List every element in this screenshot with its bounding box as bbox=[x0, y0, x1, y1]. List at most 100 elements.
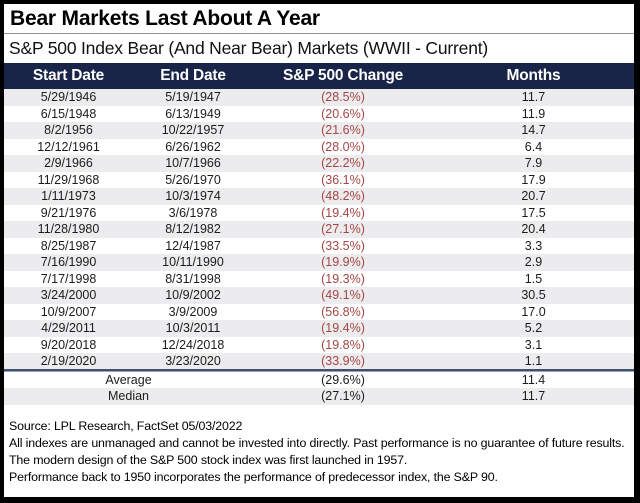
table-row: 6/15/1948 6/13/1949 (20.6%) 11.9 bbox=[4, 106, 634, 123]
months-cell: 30.5 bbox=[521, 288, 546, 303]
end-date-cell: 8/31/1998 bbox=[165, 271, 221, 286]
end-date-cell: 10/3/2011 bbox=[165, 321, 221, 336]
end-date-cell: 10/22/1957 bbox=[161, 123, 225, 138]
start-date-cell: 12/12/1961 bbox=[37, 139, 100, 154]
summary-separator bbox=[4, 368, 634, 372]
end-date-cell: 5/19/1947 bbox=[165, 90, 221, 105]
sp500-change-cell: (33.9%) bbox=[321, 353, 365, 368]
end-date-cell: 6/26/1962 bbox=[165, 139, 221, 154]
title-divider bbox=[4, 33, 634, 34]
start-date-cell: 2/19/2020 bbox=[40, 353, 97, 368]
sp500-change-cell: (36.1%) bbox=[321, 172, 365, 187]
table-row: 11/28/1980 8/12/1982 (27.1%) 20.4 bbox=[4, 221, 634, 238]
source-line: Source: LPL Research, FactSet 05/03/2022 bbox=[9, 418, 243, 433]
table-body: 5/29/1946 5/19/1947 (28.5%) 11.7 6/15/19… bbox=[4, 89, 634, 370]
column-header-months: Months bbox=[433, 63, 634, 89]
table-row: 8/2/1956 10/22/1957 (21.6%) 14.7 bbox=[4, 122, 634, 139]
sp500-change-cell: (19.4%) bbox=[321, 205, 365, 220]
end-date-cell: 5/26/1970 bbox=[165, 172, 221, 187]
months-cell: 2.9 bbox=[524, 255, 543, 270]
median-change-cell: (27.1%) bbox=[321, 389, 365, 404]
months-cell: 3.1 bbox=[524, 337, 543, 352]
bear-markets-table: Start Date End Date S&P 500 Change Month… bbox=[4, 63, 634, 405]
end-date-cell: 10/11/1990 bbox=[162, 255, 224, 270]
column-header-sp500-change: S&P 500 Change bbox=[253, 63, 433, 89]
months-cell: 11.9 bbox=[521, 106, 546, 121]
table-row: 11/29/1968 5/26/1970 (36.1%) 17.9 bbox=[4, 172, 634, 189]
months-cell: 6.4 bbox=[524, 139, 543, 154]
months-cell: 20.7 bbox=[521, 189, 546, 204]
disclaimer-line: All indexes are unmanaged and cannot be … bbox=[9, 435, 625, 450]
start-date-cell: 4/29/2011 bbox=[41, 321, 96, 336]
median-label: Median bbox=[108, 389, 149, 404]
sp500-change-cell: (27.1%) bbox=[321, 222, 365, 237]
average-months-cell: 11.4 bbox=[521, 373, 546, 387]
average-label: Average bbox=[105, 373, 152, 387]
months-cell: 7.9 bbox=[524, 156, 543, 171]
months-cell: 17.9 bbox=[521, 172, 546, 187]
table-row: 1/11/1973 10/3/1974 (48.2%) 20.7 bbox=[4, 188, 634, 205]
start-date-cell: 2/9/1966 bbox=[44, 156, 93, 171]
footer: Source: LPL Research, FactSet 05/03/2022… bbox=[4, 418, 634, 486]
sp500-change-cell: (21.6%) bbox=[321, 123, 365, 138]
start-date-cell: 8/2/1956 bbox=[44, 123, 93, 138]
sp500-change-cell: (19.9%) bbox=[321, 255, 365, 270]
page-title: Bear Markets Last About A Year bbox=[10, 7, 320, 30]
start-date-cell: 1/11/1973 bbox=[41, 189, 96, 204]
start-date-cell: 10/9/2007 bbox=[40, 304, 97, 319]
months-cell: 17.5 bbox=[521, 205, 546, 220]
months-cell: 5.2 bbox=[524, 321, 543, 336]
start-date-cell: 11/28/1980 bbox=[37, 222, 100, 237]
footnote-line-1957: The modern design of the S&P 500 stock i… bbox=[9, 452, 408, 467]
column-header-end-date: End Date bbox=[133, 63, 253, 89]
start-date-cell: 9/20/2018 bbox=[40, 337, 97, 352]
start-date-cell: 5/29/1946 bbox=[40, 90, 97, 105]
start-date-cell: 6/15/1948 bbox=[40, 106, 97, 121]
end-date-cell: 6/13/1949 bbox=[165, 106, 221, 121]
table-row: 5/29/1946 5/19/1947 (28.5%) 11.7 bbox=[4, 89, 634, 106]
table-row: 8/25/1987 12/4/1987 (33.5%) 3.3 bbox=[4, 238, 634, 255]
table-header: Start Date End Date S&P 500 Change Month… bbox=[4, 63, 634, 89]
table-row: 12/12/1961 6/26/1962 (28.0%) 6.4 bbox=[4, 139, 634, 156]
sp500-change-cell: (28.5%) bbox=[321, 90, 365, 105]
sp500-change-cell: (20.6%) bbox=[321, 106, 365, 121]
table-row: 7/17/1998 8/31/1998 (19.3%) 1.5 bbox=[4, 271, 634, 288]
table-summary: Average (29.6%) 11.4 Median (27.1%) 11.7 bbox=[4, 368, 634, 405]
months-cell: 3.3 bbox=[524, 238, 543, 253]
table-row: 2/19/2020 3/23/2020 (33.9%) 1.1 bbox=[4, 353, 634, 370]
sp500-change-cell: (49.1%) bbox=[321, 288, 365, 303]
median-row: Median (27.1%) 11.7 bbox=[4, 388, 634, 405]
end-date-cell: 3/6/1978 bbox=[168, 205, 218, 220]
end-date-cell: 10/7/1966 bbox=[165, 156, 221, 171]
start-date-cell: 8/25/1987 bbox=[40, 238, 97, 253]
table-row: 9/21/1976 3/6/1978 (19.4%) 17.5 bbox=[4, 205, 634, 222]
end-date-cell: 10/9/2002 bbox=[165, 288, 221, 303]
sp500-change-cell: (56.8%) bbox=[321, 304, 365, 319]
start-date-cell: 11/29/1968 bbox=[37, 172, 100, 187]
footnote-line-sp90: Performance back to 1950 incorporates th… bbox=[9, 469, 498, 484]
table-row: 7/16/1990 10/11/1990 (19.9%) 2.9 bbox=[4, 254, 634, 271]
end-date-cell: 12/4/1987 bbox=[165, 238, 221, 253]
table-row: 9/20/2018 12/24/2018 (19.8%) 3.1 bbox=[4, 337, 634, 354]
column-header-start-date: Start Date bbox=[4, 63, 133, 89]
sp500-change-cell: (19.3%) bbox=[321, 271, 365, 286]
start-date-cell: 9/21/1976 bbox=[40, 205, 97, 220]
sp500-change-cell: (48.2%) bbox=[321, 189, 365, 204]
start-date-cell: 7/16/1990 bbox=[40, 255, 97, 270]
chart-subtitle: S&P 500 Index Bear (And Near Bear) Marke… bbox=[9, 38, 489, 58]
header-row: Start Date End Date S&P 500 Change Month… bbox=[4, 63, 634, 89]
average-change-cell: (29.6%) bbox=[321, 373, 365, 387]
months-cell: 14.7 bbox=[521, 123, 546, 138]
months-cell: 17.0 bbox=[521, 304, 546, 319]
table-row: 4/29/2011 10/3/2011 (19.4%) 5.2 bbox=[4, 320, 634, 337]
sp500-change-cell: (28.0%) bbox=[321, 139, 365, 154]
average-row: Average (29.6%) 11.4 bbox=[4, 371, 634, 388]
end-date-cell: 12/24/2018 bbox=[161, 337, 225, 352]
end-date-cell: 10/3/1974 bbox=[165, 189, 221, 204]
months-cell: 1.5 bbox=[524, 271, 543, 286]
end-date-cell: 3/9/2009 bbox=[168, 304, 218, 319]
start-date-cell: 3/24/2000 bbox=[40, 288, 97, 303]
median-months-cell: 11.7 bbox=[521, 389, 546, 404]
table-row: 3/24/2000 10/9/2002 (49.1%) 30.5 bbox=[4, 287, 634, 304]
